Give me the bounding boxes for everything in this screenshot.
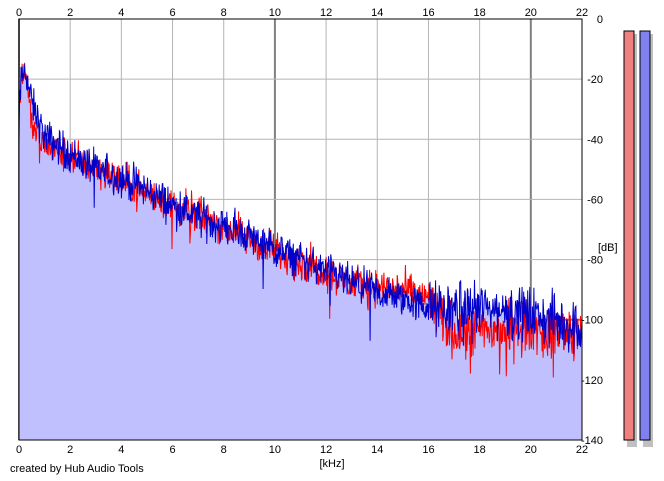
x-tick-label-bottom: 22	[576, 444, 588, 456]
x-tick-label-top: 22	[576, 7, 588, 19]
y-tick-label: -80	[587, 255, 603, 267]
x-tick-labels-bottom: 0 2 4 6 8 10 12 14 16 18 20 22	[16, 444, 588, 456]
x-tick-label-top: 14	[371, 7, 383, 19]
x-tick-label-top: 0	[16, 7, 22, 19]
y-tick-label: -140	[581, 435, 603, 447]
x-tick-label-top: 10	[269, 7, 281, 19]
x-tick-label-top: 18	[474, 7, 486, 19]
y-tick-label: -40	[587, 134, 603, 146]
y-tick-label: -20	[587, 74, 603, 86]
x-tick-label-top: 4	[118, 7, 124, 19]
plot-frame	[18, 18, 583, 441]
y-tick-label: -120	[581, 375, 603, 387]
x-tick-label-top: 2	[67, 7, 73, 19]
x-tick-label-bottom: 18	[474, 444, 486, 456]
series-lines	[18, 62, 583, 378]
x-tick-label-bottom: 6	[169, 444, 175, 456]
x-axis-label: [kHz]	[319, 458, 344, 470]
level-meters	[623, 30, 653, 447]
x-tick-label-bottom: 2	[67, 444, 73, 456]
y-tick-label: -100	[581, 315, 603, 327]
y-axis-label: [dB]	[598, 242, 618, 254]
x-tick-label-bottom: 10	[269, 444, 281, 456]
x-tick-label-bottom: 20	[525, 444, 537, 456]
x-tick-label-bottom: 0	[16, 444, 22, 456]
x-tick-label-top: 12	[320, 7, 332, 19]
x-tick-label-bottom: 8	[221, 444, 227, 456]
y-tick-label: -60	[587, 194, 603, 206]
x-tick-label-bottom: 12	[320, 444, 332, 456]
x-tick-label-top: 16	[422, 7, 434, 19]
y-tick-labels: 0 -20 -40 -60 -80 -100 -120 -140	[581, 14, 603, 447]
x-tick-label-top: 20	[525, 7, 537, 19]
x-tick-label-top: 6	[169, 7, 175, 19]
level-meter-right	[639, 30, 651, 441]
credit-text: created by Hub Audio Tools	[10, 463, 144, 475]
x-tick-labels-top: 0 2 4 6 8 10 12 14 16 18 20 22	[16, 7, 588, 19]
plot-border	[18, 18, 583, 441]
series-line-blue	[18, 64, 583, 354]
x-tick-label-bottom: 4	[118, 444, 124, 456]
y-tick-label: 0	[597, 14, 603, 26]
level-meter-left	[623, 30, 635, 441]
x-tick-label-top: 8	[221, 7, 227, 19]
x-tick-label-bottom: 14	[371, 444, 383, 456]
x-tick-label-bottom: 16	[422, 444, 434, 456]
